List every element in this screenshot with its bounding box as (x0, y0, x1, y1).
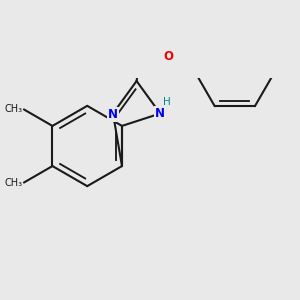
Text: CH₃: CH₃ (4, 178, 22, 188)
Text: N: N (108, 108, 118, 121)
Text: CH₃: CH₃ (4, 104, 22, 115)
Text: O: O (164, 50, 174, 63)
Text: H: H (163, 97, 170, 107)
Text: N: N (155, 107, 165, 120)
